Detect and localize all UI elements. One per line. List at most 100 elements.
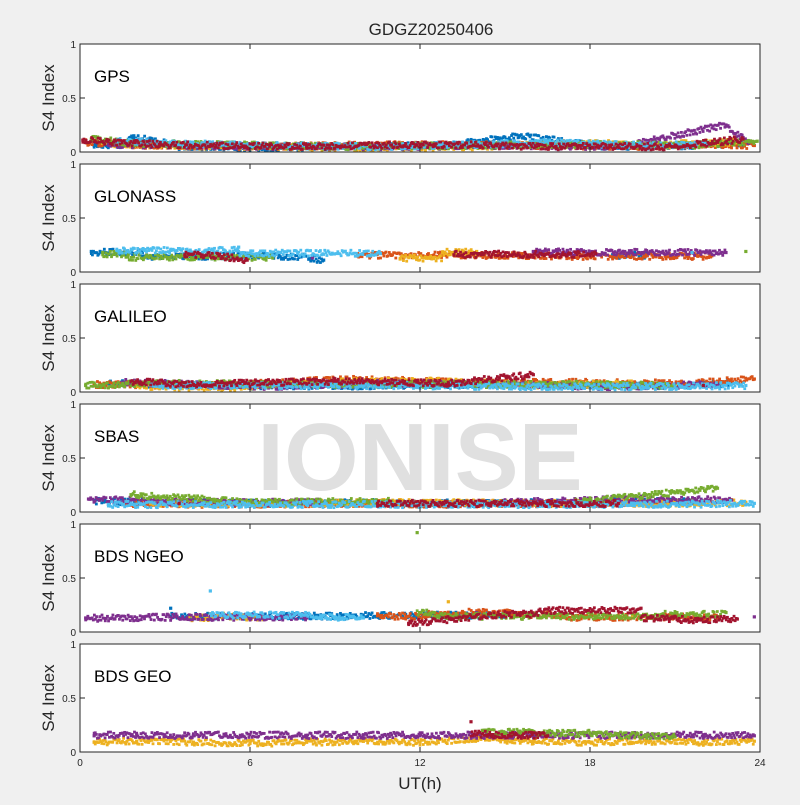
- data-point: [728, 126, 731, 129]
- data-point: [592, 146, 595, 149]
- data-point: [270, 144, 273, 147]
- data-point: [505, 142, 508, 145]
- data-point: [426, 146, 429, 149]
- data-point: [379, 257, 382, 260]
- data-point: [231, 142, 234, 145]
- data-point: [680, 131, 683, 134]
- data-point: [558, 249, 561, 252]
- data-point: [470, 141, 473, 144]
- data-point: [455, 146, 458, 149]
- data-point: [143, 135, 146, 138]
- data-point: [562, 248, 565, 251]
- data-point: [551, 142, 554, 145]
- data-point: [482, 147, 485, 150]
- data-point: [569, 248, 572, 251]
- data-point: [351, 141, 354, 144]
- data-point: [702, 258, 705, 261]
- data-point: [388, 140, 391, 143]
- data-point: [689, 133, 692, 136]
- data-point: [702, 130, 705, 133]
- data-point: [331, 143, 334, 146]
- data-point: [607, 258, 610, 261]
- data-point: [140, 143, 143, 146]
- data-point: [172, 141, 175, 144]
- data-point: [669, 137, 672, 140]
- data-point: [544, 144, 547, 147]
- data-point: [434, 251, 437, 254]
- data-point: [547, 148, 550, 151]
- data-point: [354, 142, 357, 145]
- data-point: [450, 146, 453, 149]
- data-point: [694, 146, 697, 149]
- data-point: [576, 147, 579, 150]
- data-point: [394, 257, 397, 260]
- data-point: [204, 144, 207, 147]
- data-point: [89, 140, 92, 143]
- data-point: [111, 144, 114, 147]
- data-point: [659, 144, 662, 147]
- data-point: [156, 140, 159, 143]
- data-point: [376, 146, 379, 149]
- data-point: [756, 140, 759, 143]
- data-point: [440, 259, 443, 262]
- data-point: [427, 252, 430, 255]
- data-point: [606, 254, 609, 257]
- y-tick-label: 0.5: [62, 94, 76, 105]
- data-point: [736, 147, 739, 150]
- data-point: [91, 143, 94, 146]
- data-point: [221, 141, 224, 144]
- panel-plot-area: [80, 44, 760, 152]
- data-point: [508, 145, 511, 148]
- data-point: [719, 127, 722, 130]
- data-point: [123, 139, 126, 142]
- data-point: [458, 141, 461, 144]
- data-point: [329, 147, 332, 150]
- data-point: [321, 146, 324, 149]
- data-point: [708, 130, 711, 133]
- data-point: [461, 146, 464, 149]
- data-point: [661, 258, 664, 261]
- data-point: [648, 258, 651, 261]
- data-point: [658, 138, 661, 141]
- data-point: [652, 148, 655, 151]
- data-point: [558, 142, 561, 145]
- data-point: [692, 257, 695, 260]
- data-point: [719, 137, 722, 140]
- data-point: [439, 141, 442, 144]
- data-point: [288, 142, 291, 145]
- data-point: [732, 140, 735, 143]
- data-point: [586, 257, 589, 260]
- data-point: [143, 140, 146, 143]
- data-point: [639, 141, 642, 144]
- data-point: [349, 145, 352, 148]
- data-point: [556, 139, 559, 142]
- data-point: [108, 139, 111, 142]
- data-point: [392, 146, 395, 149]
- data-point: [404, 142, 407, 145]
- data-point: [464, 248, 467, 251]
- data-point: [698, 131, 701, 134]
- data-point: [266, 147, 269, 150]
- data-point: [485, 141, 488, 144]
- data-point: [347, 148, 350, 151]
- data-point: [253, 142, 256, 145]
- data-point: [557, 148, 560, 151]
- data-point: [736, 131, 739, 134]
- data-point: [542, 147, 545, 150]
- data-point: [409, 144, 412, 147]
- data-point: [347, 142, 350, 145]
- data-point: [422, 144, 425, 147]
- data-point: [235, 141, 238, 144]
- data-point: [615, 140, 618, 143]
- data-point: [443, 145, 446, 148]
- data-point: [526, 146, 529, 149]
- data-point: [405, 260, 408, 263]
- data-point: [186, 140, 189, 143]
- data-point: [262, 142, 265, 145]
- data-point: [568, 257, 571, 260]
- data-point: [227, 143, 230, 146]
- y-tick-label: 0: [70, 148, 76, 159]
- data-point: [745, 147, 748, 150]
